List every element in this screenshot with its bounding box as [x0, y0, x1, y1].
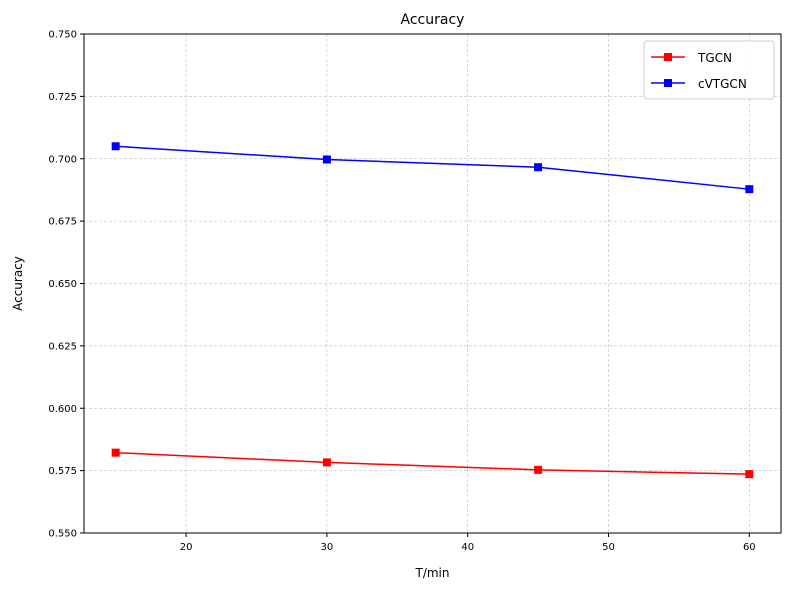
y-tick-label: 0.625	[48, 341, 77, 352]
y-tick-label: 0.750	[48, 30, 77, 41]
legend-label-tgcn: TGCN	[697, 51, 732, 65]
y-axis-title: Accuracy	[11, 256, 25, 311]
x-tick-label: 20	[180, 542, 193, 553]
data-point-cvtgcn	[322, 155, 331, 164]
data-point-tgcn	[534, 465, 543, 474]
legend-box	[643, 40, 775, 100]
y-tick-label: 0.725	[48, 92, 77, 103]
data-point-tgcn	[111, 448, 120, 457]
data-point-cvtgcn	[534, 163, 543, 172]
y-tick-label: 0.675	[48, 217, 77, 228]
y-tick-label: 0.650	[48, 279, 77, 290]
legend-marker-cvtgcn	[664, 79, 672, 87]
legend-entry-tgcn: TGCN	[651, 51, 732, 65]
legend-marker-tgcn	[664, 53, 672, 61]
data-point-tgcn	[322, 458, 331, 467]
series-layer	[111, 142, 754, 479]
x-tick-label: 40	[461, 542, 474, 553]
x-tick-label: 60	[743, 542, 756, 553]
legend-label-cvtgcn: cVTGCN	[698, 77, 747, 91]
legend-entry-cvtgcn: cVTGCN	[651, 77, 747, 91]
x-tick-label: 30	[321, 542, 334, 553]
y-tick-label: 0.550	[48, 529, 77, 540]
y-tick-label: 0.700	[48, 154, 77, 165]
data-point-cvtgcn	[745, 185, 754, 194]
chart-title: Accuracy	[401, 12, 465, 28]
axis-ticks: 20 30 40 50 60 0.550 0.575 0.600 0.625 0.650 0.675…	[48, 30, 755, 554]
x-axis-title: T/min	[414, 566, 449, 580]
y-tick-label: 0.600	[48, 404, 77, 415]
data-point-tgcn	[745, 470, 754, 479]
legend: TGCN cVTGCN	[643, 40, 775, 100]
data-point-cvtgcn	[111, 142, 120, 151]
series-line-tgcn	[115, 451, 750, 475]
y-tick-label: 0.575	[48, 466, 77, 477]
series-line-cvtgcn	[115, 145, 750, 190]
x-tick-label: 50	[602, 542, 615, 553]
